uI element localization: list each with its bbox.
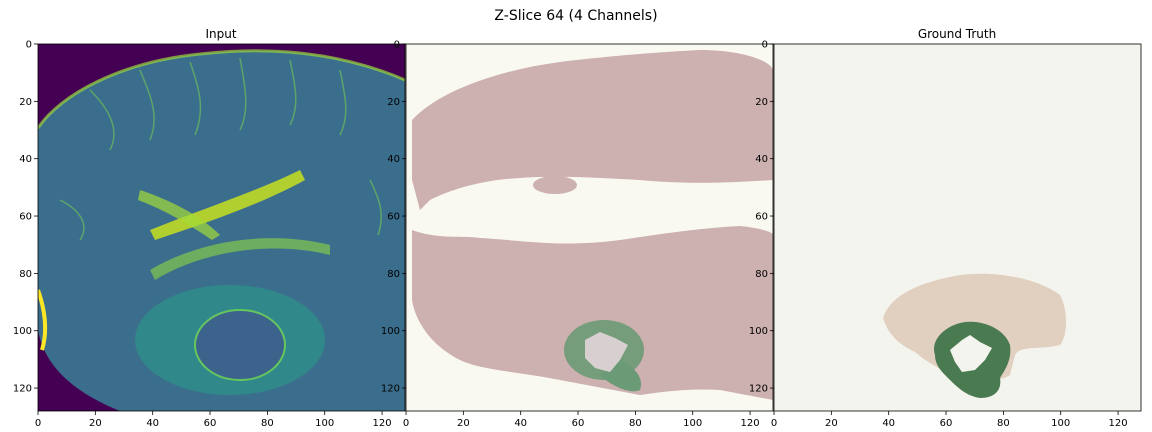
x-tick-label: 40	[882, 418, 895, 429]
y-tick-label: 0	[26, 40, 32, 51]
input-image	[38, 44, 405, 411]
y-tick-label: 80	[19, 269, 32, 280]
y-tick-label: 20	[19, 97, 32, 108]
figure-suptitle: Z-Slice 64 (4 Channels)	[494, 8, 657, 24]
x-tick-label: 20	[457, 418, 470, 429]
input-gyri	[59, 57, 382, 241]
x-tick-label: 100	[315, 418, 334, 429]
prediction-upper-tissue	[412, 50, 773, 210]
y-tick-label: 100	[749, 326, 768, 337]
x-tick-label: 60	[572, 418, 585, 429]
x-tick-label: 100	[1051, 418, 1070, 429]
y-tick-label: 0	[762, 40, 768, 51]
y-tick-label: 60	[755, 212, 768, 223]
x-tick-label: 100	[683, 418, 702, 429]
y-tick-label: 120	[749, 384, 768, 395]
prediction-lower-tissue	[412, 226, 773, 400]
x-tick-label: 60	[940, 418, 953, 429]
x-tick-label: 0	[403, 418, 409, 429]
x-tick-label: 0	[35, 418, 41, 429]
y-tick-label: 80	[755, 269, 768, 280]
x-tick-label: 80	[261, 418, 274, 429]
x-tick-label: 120	[373, 418, 392, 429]
input-lesion	[194, 309, 286, 381]
x-tick-label: 120	[741, 418, 760, 429]
panel-input: Input	[13, 27, 406, 429]
x-tick-label: 60	[204, 418, 217, 429]
input-bright-band-2	[138, 190, 220, 240]
input-bright-edge	[38, 289, 48, 351]
y-tick-label: 40	[19, 154, 32, 165]
x-tick-label: 120	[1109, 418, 1128, 429]
y-tick-label: 80	[387, 269, 400, 280]
prediction-island	[533, 176, 577, 194]
x-tick-label: 80	[629, 418, 642, 429]
panel-prediction: 0 20 40 60 80 100 120 0 20 40 60 80 100 120	[381, 40, 774, 429]
axes-frame	[405, 43, 774, 412]
panel-ground-truth: Ground Truth 0 20 40 60 80 100 120 0 20 40 60 80 100…	[749, 27, 1142, 429]
axes-frame	[773, 43, 1142, 412]
x-tick-label: 20	[89, 418, 102, 429]
panel-title-ground-truth: Ground Truth	[918, 27, 996, 41]
y-tick-label: 40	[755, 154, 768, 165]
y-tick-label: 100	[381, 326, 400, 337]
y-tick-label: 0	[394, 40, 400, 51]
x-tick-label: 0	[771, 418, 777, 429]
y-tick-label: 120	[13, 384, 32, 395]
y-tick-label: 60	[387, 212, 400, 223]
input-bright-band-3	[150, 238, 330, 280]
y-tick-label: 60	[19, 212, 32, 223]
y-tick-label: 20	[387, 97, 400, 108]
input-cortex-edge	[38, 49, 405, 129]
x-tick-label: 80	[997, 418, 1010, 429]
y-tick-label: 100	[13, 326, 32, 337]
y-tick-label: 40	[387, 154, 400, 165]
ground-truth-image	[774, 44, 1141, 411]
y-tick-label: 20	[755, 97, 768, 108]
y-tick-label: 120	[381, 384, 400, 395]
prediction-core	[585, 332, 628, 372]
x-tick-label: 40	[514, 418, 527, 429]
x-tick-label: 20	[825, 418, 838, 429]
ground-truth-core	[950, 335, 992, 372]
x-tick-label: 40	[146, 418, 159, 429]
axes-frame	[37, 43, 406, 412]
panel-title-input: Input	[205, 27, 236, 41]
prediction-image	[406, 44, 773, 411]
